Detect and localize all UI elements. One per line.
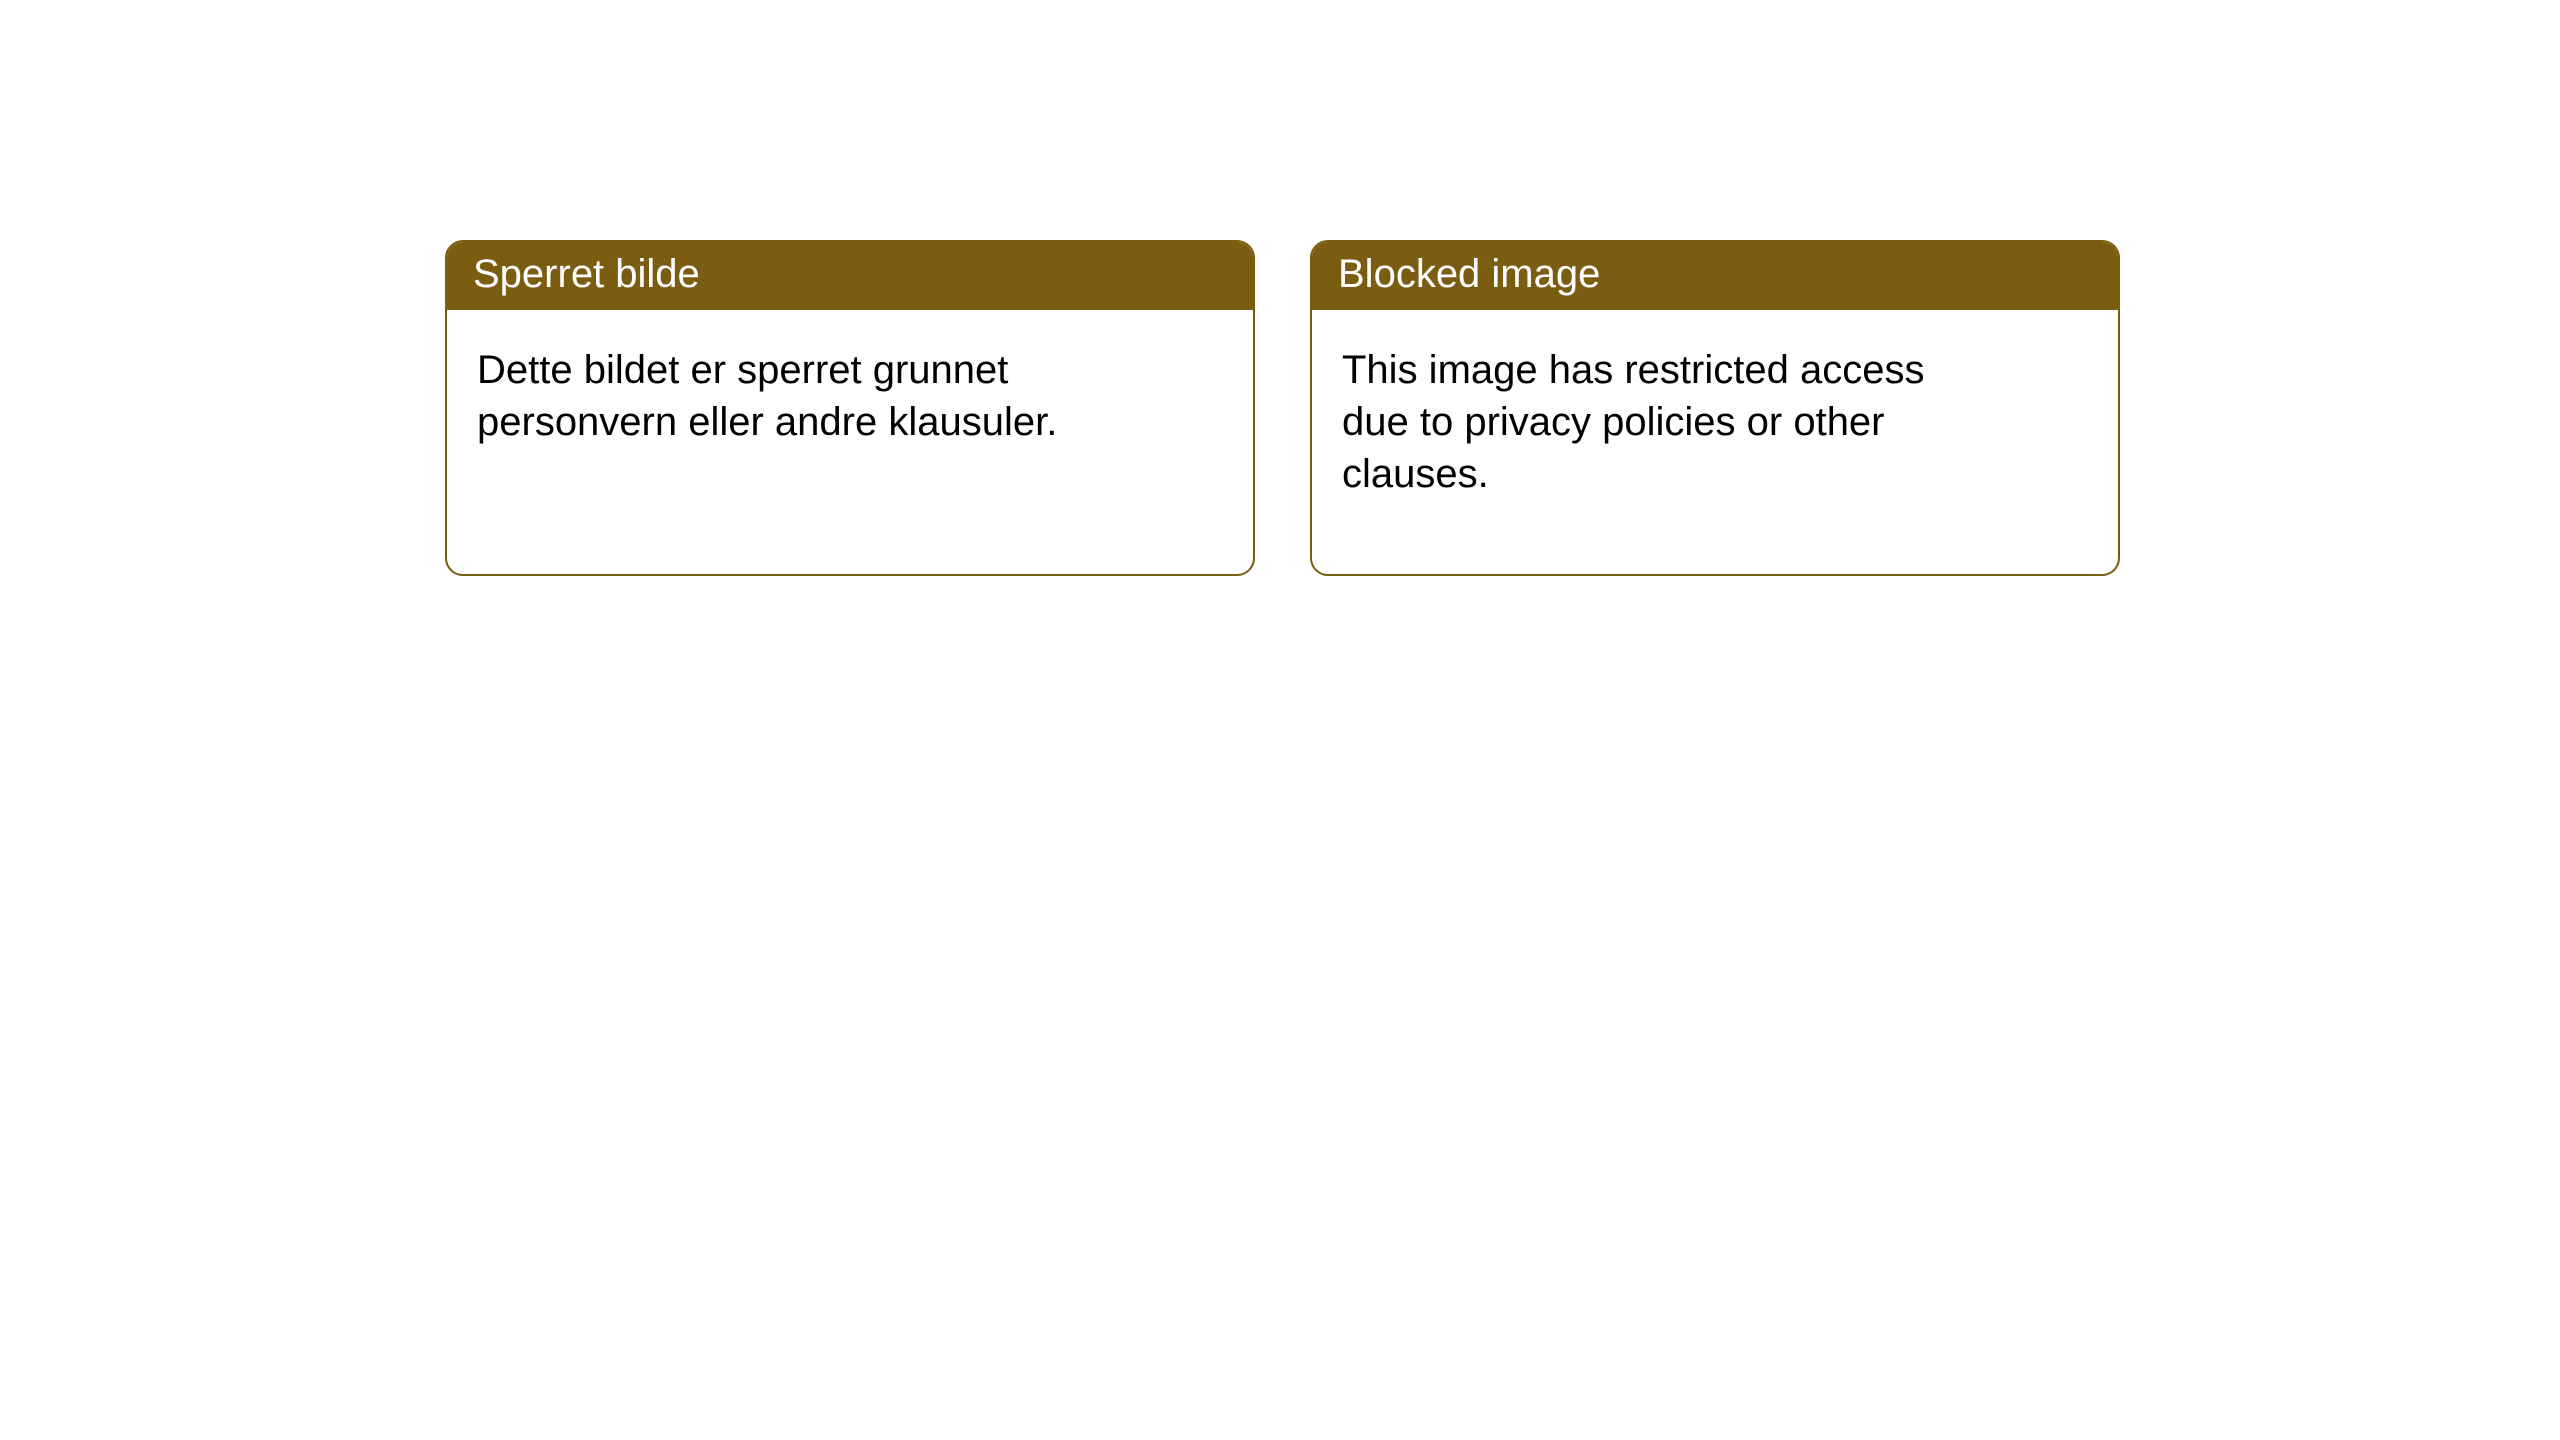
blocked-notice-card-en: Blocked image This image has restricted …: [1310, 240, 2120, 576]
card-body-no: Dette bildet er sperret grunnet personve…: [447, 310, 1167, 478]
notice-container: Sperret bilde Dette bildet er sperret gr…: [0, 0, 2560, 576]
card-body-en: This image has restricted access due to …: [1312, 310, 2032, 530]
card-header-no: Sperret bilde: [447, 242, 1253, 310]
card-title-no: Sperret bilde: [473, 252, 700, 296]
blocked-notice-card-no: Sperret bilde Dette bildet er sperret gr…: [445, 240, 1255, 576]
card-text-en: This image has restricted access due to …: [1342, 348, 1924, 496]
card-title-en: Blocked image: [1338, 252, 1600, 296]
card-header-en: Blocked image: [1312, 242, 2118, 310]
card-text-no: Dette bildet er sperret grunnet personve…: [477, 348, 1057, 444]
